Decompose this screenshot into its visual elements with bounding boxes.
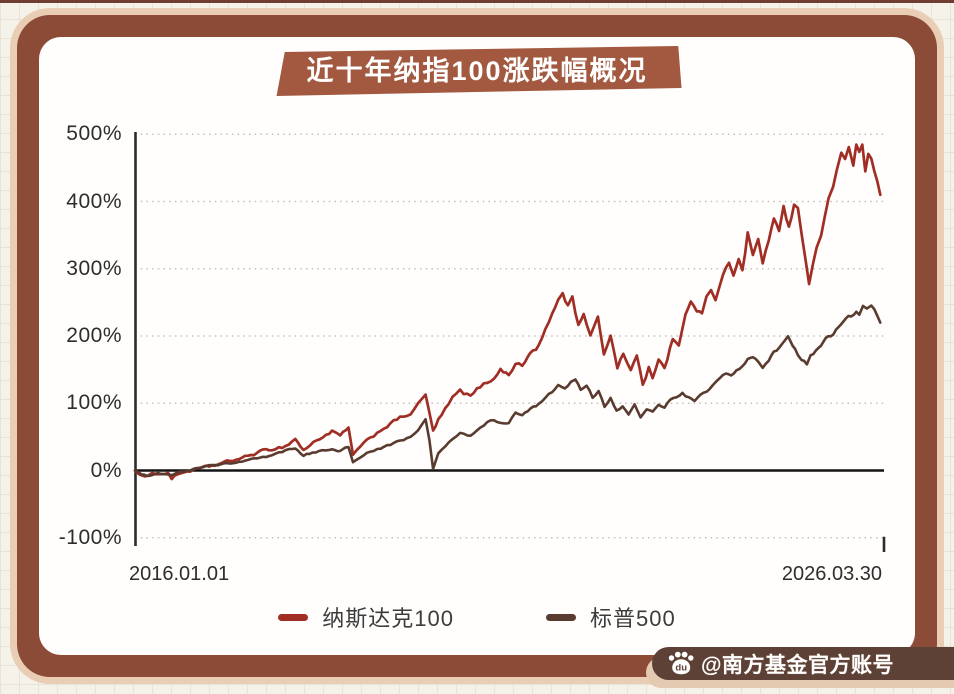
title-banner-wrap: 近十年纳指100涨跌幅概况	[0, 46, 954, 96]
sp500-legend-label: 标普500	[590, 606, 676, 631]
y-tick-label-300: 300%	[66, 256, 122, 280]
y-tick-label--100: -100%	[58, 525, 122, 549]
y-tick-label-200: 200%	[66, 324, 122, 347]
watermark-text: @南方基金官方账号	[701, 653, 894, 677]
top-edge-strip	[0, 0, 954, 3]
sp500-legend-dash-icon	[546, 613, 576, 621]
y-tick-label-500: 500%	[66, 122, 122, 146]
legend-entry-nasdaq100: 纳斯达克100	[278, 601, 454, 633]
chart-title: 近十年纳指100涨跌幅概况	[306, 56, 648, 86]
svg-text:du: du	[675, 662, 687, 673]
legend-entry-sp500: 标普500	[546, 601, 676, 633]
y-tick-label-100: 100%	[66, 391, 122, 415]
chart-legend: 纳斯达克100 标普500	[0, 601, 954, 633]
nasdaq100-legend-dash-icon	[278, 613, 309, 621]
x-axis-start-label: 2016.01.01	[129, 563, 230, 585]
chart-title-banner: 近十年纳指100涨跌幅概况	[276, 46, 682, 96]
x-axis-end-label: 2026.03.30	[781, 563, 882, 585]
watermark-badge: du @南方基金官方账号	[652, 647, 954, 680]
y-tick-label-400: 400%	[66, 189, 122, 213]
baidu-paw-icon: du	[668, 651, 694, 675]
nasdaq100-legend-label: 纳斯达克100	[322, 606, 454, 631]
y-tick-label-0: 0%	[90, 458, 122, 482]
